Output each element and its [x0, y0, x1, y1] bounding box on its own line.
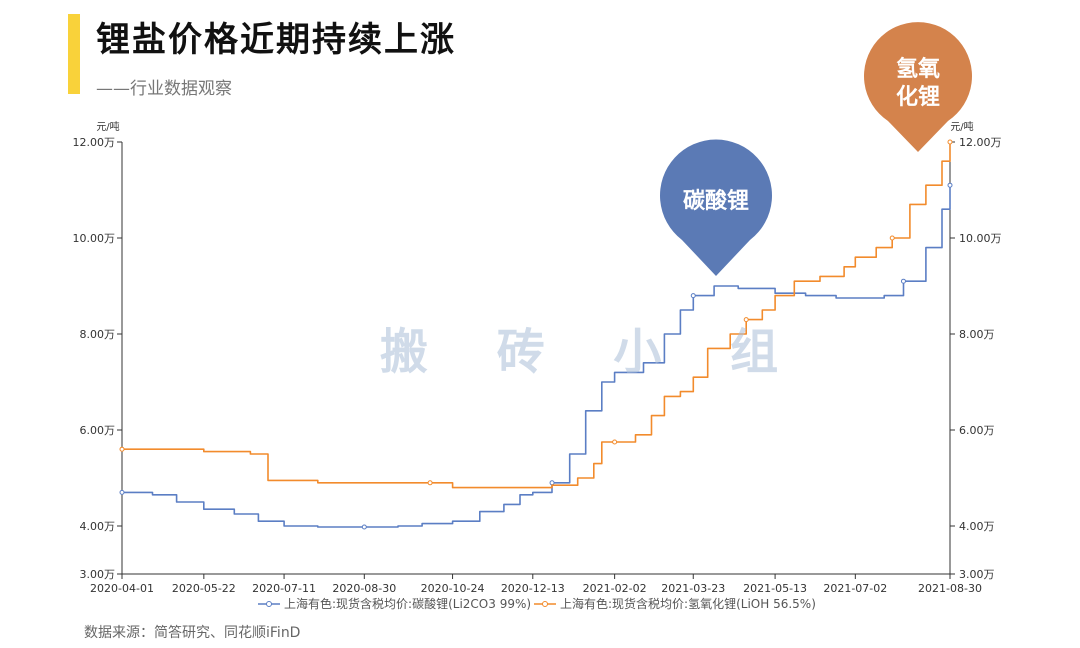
lithium-carbonate-pin-shape [660, 139, 772, 276]
series-1-point [549, 480, 555, 486]
x-tick-label: 2021-02-02 [583, 582, 647, 595]
lithium-hydroxide-callout: 氢氧 化锂 [864, 22, 973, 153]
legend: 上海有色:现货含税均价:碳酸锂(Li2CO3 99%) 上海有色:现货含税均价:氢… [258, 596, 816, 611]
series-1-point [361, 524, 367, 530]
series-2-point [612, 439, 618, 445]
lithium-hydroxide-callout-line1: 氢氧 [896, 56, 940, 82]
y-tick-label-right: 3.00万 [959, 568, 995, 581]
series-layer [119, 139, 953, 530]
series-2-point [947, 139, 953, 145]
lithium-carbonate-callout: 碳酸锂 [660, 139, 772, 276]
x-tick-label: 2020-08-30 [332, 582, 396, 595]
x-tick-label: 2021-07-02 [823, 582, 887, 595]
watermark: 搬 砖 小 组 [380, 324, 805, 380]
page-subtitle: ——行业数据观察 [96, 79, 232, 99]
legend-marker-1 [266, 601, 272, 607]
series-2-point [889, 235, 895, 241]
y-tick-label-right: 6.00万 [959, 424, 995, 437]
y-tick-label-left: 6.00万 [80, 424, 116, 437]
y-tick-label-left: 3.00万 [80, 568, 116, 581]
x-tick-label: 2020-07-11 [252, 582, 316, 595]
series-2-point [119, 446, 125, 452]
y-tick-label-right: 4.00万 [959, 520, 995, 533]
series-1-point [947, 182, 953, 188]
y-tick-label-right: 12.00万 [959, 136, 1002, 149]
series-2-point [427, 480, 433, 486]
data-source-note: 数据来源：简答研究、同花顺iFinD [84, 625, 301, 641]
series-2-point [743, 317, 749, 323]
y-tick-label-left: 10.00万 [73, 232, 116, 245]
x-tick-label: 2020-12-13 [501, 582, 565, 595]
y-tick-label-left: 4.00万 [80, 520, 116, 533]
series-line-1 [122, 185, 951, 528]
x-tick-label: 2020-04-01 [90, 582, 154, 595]
accent-bar [68, 14, 80, 94]
y-tick-label-right: 8.00万 [959, 328, 995, 341]
y-tick-label-right: 10.00万 [959, 232, 1002, 245]
y-axis-left-unit: 元/吨 [96, 120, 119, 133]
legend-marker-2 [542, 601, 548, 607]
x-tick-label: 2020-10-24 [421, 582, 485, 595]
series-1-point [690, 293, 696, 299]
series-line-2 [122, 142, 951, 489]
page-title: 锂盐价格近期持续上涨 [96, 20, 456, 60]
series-1-point [900, 278, 906, 284]
y-tick-label-left: 8.00万 [80, 328, 116, 341]
axes: 元/吨 元/吨 3.00万 3.00万 4.00万 4.00万 6.00万 6.00万 8.00… [73, 120, 1002, 595]
lithium-hydroxide-pin-shape [864, 22, 973, 153]
lithium-carbonate-callout-label: 碳酸锂 [683, 188, 749, 214]
x-tick-label: 2021-08-30 [918, 582, 982, 595]
x-tick-label: 2020-05-22 [172, 582, 236, 595]
series-1-point [119, 489, 125, 495]
lithium-hydroxide-callout-line2: 化锂 [896, 84, 940, 110]
legend-label-1: 上海有色:现货含税均价:碳酸锂(Li2CO3 99%) [284, 596, 531, 611]
x-tick-label: 2021-03-23 [661, 582, 725, 595]
y-axis-right-unit: 元/吨 [950, 120, 973, 133]
y-tick-label-left: 12.00万 [73, 136, 116, 149]
x-tick-label: 2021-05-13 [743, 582, 807, 595]
legend-label-2: 上海有色:现货含税均价:氢氧化锂(LiOH 56.5%) [560, 596, 816, 611]
